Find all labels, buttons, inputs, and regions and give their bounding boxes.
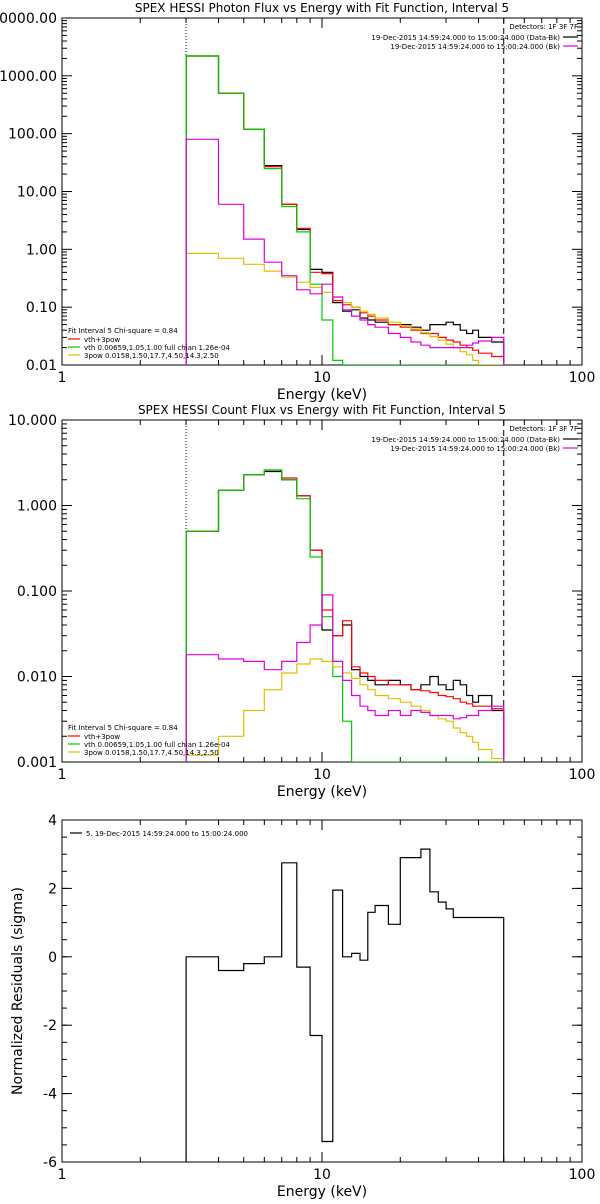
- chart1-y-tick-label: 1000.00: [0, 69, 57, 85]
- chart1-legend-entry: vth+3pow: [84, 336, 120, 344]
- chart2-title: SPEX HESSI Count Flux vs Energy with Fit…: [138, 403, 506, 417]
- chart1-series-bk: [185, 138, 505, 365]
- chart1-legend-fit-info: Fit Interval 5 Chi-square = 0.84: [68, 327, 178, 335]
- chart1-x-tick-label: 1: [58, 370, 67, 386]
- chart3-y-tick-label: 0: [48, 950, 57, 966]
- chart2-x-tick-label: 100: [569, 767, 596, 783]
- chart2-y-tick-label: 0.001: [17, 755, 57, 771]
- chart1-y-tick-label: 0.01: [26, 358, 57, 374]
- chart1-legend-entry: 19-Dec-2015 14:59:24.000 to 15:00:24.000…: [371, 34, 560, 42]
- chart3-y-tick-label: 2: [48, 881, 57, 897]
- chart1-y-tick-label: 1.00: [26, 242, 57, 258]
- chart2-y-tick-label: 1.000: [17, 499, 57, 515]
- chart2-legend-entry: 19-Dec-2015 14:59:24.000 to 15:00:24.000…: [390, 445, 560, 453]
- chart3-x-tick-label: 100: [569, 1167, 596, 1183]
- chart2-legend-entry: 3pow 0.0158,1.50,17.7,4.50,14.3,2.50: [84, 749, 219, 757]
- chart2-series-thermal: [185, 469, 504, 762]
- chart1-legend-entry: 19-Dec-2015 14:59:24.000 to 15:00:24.000…: [390, 43, 560, 51]
- chart2-legend-entry: 19-Dec-2015 14:59:24.000 to 15:00:24.000…: [371, 436, 560, 444]
- chart3-legend-entry: 5. 19-Dec-2015 14:59:24.000 to 15:00:24.…: [86, 830, 248, 838]
- chart1-y-tick-label: 10000.00: [0, 11, 57, 27]
- chart3-x-axis-label: Energy (keV): [277, 1184, 367, 1200]
- chart1-legend-entry: vth 0.00659,1.05,1.00 full chian 1.26e-0…: [84, 344, 230, 352]
- chart3-y-tick-label: -4: [43, 1087, 57, 1103]
- chart1-series-total: [185, 55, 505, 365]
- chart1-series-model: [185, 55, 505, 365]
- chart3-y-axis-label: Normalized Residuals (sigma): [10, 887, 26, 1095]
- chart2-y-tick-label: 10.000: [8, 413, 57, 429]
- chart2-y-tick-label: 0.100: [17, 584, 57, 600]
- chart3-y-tick-label: -6: [43, 1155, 57, 1171]
- chart1-legend-entry: 3pow 0.0158,1.50,17.7,4.50,14.3,2.50: [84, 352, 219, 360]
- chart2-legend-fit-info: Fit Interval 5 Chi-square = 0.84: [68, 724, 178, 732]
- chart3-series-resid: [185, 848, 505, 1162]
- chart1-y-tick-label: 10.00: [17, 185, 57, 201]
- chart1-y-tick-label: 100.00: [8, 127, 57, 143]
- chart3-x-tick-label: 1: [58, 1167, 67, 1183]
- chart2-legend-entry: vth 0.00659,1.05,1.00 full chian 1.26e-0…: [84, 741, 230, 749]
- chart2-legend-entry: vth+3pow: [84, 733, 120, 741]
- chart2-series-thick: [185, 658, 505, 762]
- chart1-legend-detectors: Detectors: 1F 3F 7F: [509, 23, 578, 31]
- chart1-y-tick-label: 0.10: [26, 300, 57, 316]
- chart2-x-axis-label: Energy (keV): [277, 784, 367, 800]
- chart1-x-axis-label: Energy (keV): [277, 387, 367, 403]
- chart3-x-tick-label: 10: [313, 1167, 331, 1183]
- chart2-y-tick-label: 0.010: [17, 670, 57, 686]
- chart1-x-tick-label: 100: [569, 370, 596, 386]
- chart2-legend-detectors: Detectors: 1F 3F 7F: [509, 425, 578, 433]
- chart1-series-thermal: [185, 55, 504, 365]
- chart2-x-tick-label: 1: [58, 767, 67, 783]
- chart2-series-bk: [185, 594, 505, 762]
- chart3-y-tick-label: -2: [43, 1018, 57, 1034]
- chart3-y-tick-label: 4: [48, 813, 57, 829]
- chart1-x-tick-label: 10: [313, 370, 331, 386]
- chart1-title: SPEX HESSI Photon Flux vs Energy with Fi…: [135, 1, 509, 15]
- chart2-x-tick-label: 10: [313, 767, 331, 783]
